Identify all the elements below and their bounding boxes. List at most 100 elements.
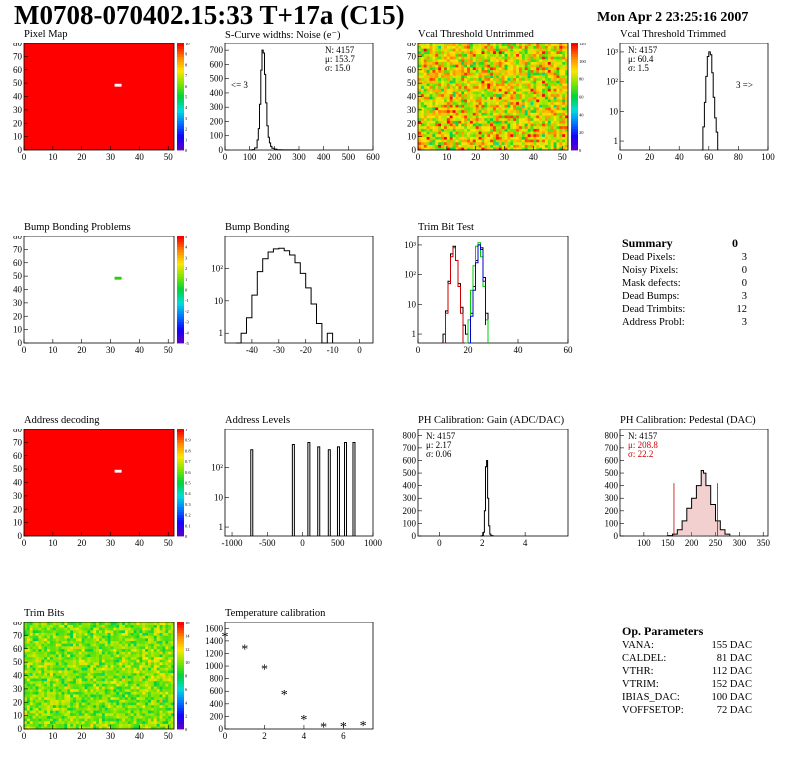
heatmap-cell	[458, 77, 462, 81]
heatmap-cell	[58, 624, 62, 628]
heatmap-cell	[539, 131, 543, 135]
palette-tick-label: 10	[185, 660, 190, 665]
x-tick-label: 20	[77, 538, 87, 548]
heatmap-cell	[504, 80, 508, 84]
heatmap-cell	[507, 133, 511, 137]
heatmap-cell	[542, 67, 546, 71]
heatmap-cell	[122, 707, 126, 711]
heatmap-cell	[553, 115, 557, 119]
heatmap-cell	[124, 659, 129, 663]
heatmap-cell	[539, 61, 543, 65]
heatmap-cell	[145, 651, 149, 655]
heatmap-cell	[84, 632, 88, 636]
heatmap-cell	[38, 643, 42, 647]
heatmap-cell	[78, 622, 82, 625]
heatmap-cell	[38, 630, 42, 633]
heatmap-cell	[44, 622, 48, 625]
heatmap-cell	[81, 646, 85, 650]
heatmap-cell	[536, 45, 540, 49]
heatmap-cell	[38, 622, 42, 625]
y-tick-label: 60	[13, 258, 23, 268]
heatmap-cell	[429, 133, 433, 137]
heatmap-cell	[562, 61, 566, 65]
heatmap-cell	[87, 627, 91, 631]
heatmap-cell	[70, 622, 74, 625]
heatmap-cell	[75, 635, 80, 639]
heatmap-cell	[55, 646, 59, 650]
heatmap-cell	[136, 688, 140, 692]
heatmap-cell	[418, 112, 422, 116]
heatmap-cell	[113, 648, 117, 652]
heatmap-cell	[41, 704, 45, 708]
heatmap-cell	[484, 147, 488, 151]
heatmap-cell	[168, 630, 172, 633]
heatmap-cell	[35, 654, 39, 658]
plot-frame	[619, 43, 769, 151]
heatmap-cell	[58, 632, 62, 636]
heatmap-cell	[87, 686, 91, 690]
heatmap-cell	[420, 120, 425, 124]
heatmap-cell	[122, 683, 126, 687]
heatmap-cell	[90, 686, 94, 690]
heatmap-cell	[559, 147, 563, 151]
palette-step	[177, 664, 184, 668]
heatmap-cell	[547, 144, 551, 148]
heatmap-cell	[93, 723, 97, 727]
heatmap-cell	[168, 640, 172, 644]
panel-trim-bit-test: Trim Bit Test 0 20 40 60 1 10 10² 10³	[394, 222, 604, 369]
heatmap-cell	[504, 117, 508, 121]
heatmap-cell	[130, 694, 134, 698]
heatmap-cell	[435, 115, 439, 119]
heatmap-cell	[484, 83, 488, 87]
y-tick-label: 50	[13, 464, 23, 474]
heatmap-cell	[32, 635, 36, 639]
heatmap-cell	[429, 109, 433, 113]
heatmap-cell	[119, 683, 123, 687]
heatmap-cell	[524, 85, 528, 89]
heatmap-cell	[61, 667, 65, 671]
heatmap-cell	[107, 694, 111, 698]
heatmap-cell	[96, 635, 100, 639]
heatmap-cell	[452, 101, 456, 105]
heatmap-cell	[542, 147, 546, 151]
heatmap-cell	[122, 688, 126, 692]
heatmap-cell	[556, 72, 560, 76]
heatmap-cell	[52, 704, 57, 708]
table-row-label: VTHR:	[622, 666, 654, 677]
heatmap-cell	[449, 131, 453, 135]
heatmap-cell	[38, 638, 42, 642]
heatmap-cell	[542, 131, 546, 135]
heatmap-cell	[443, 117, 448, 121]
heatmap-cell	[478, 85, 482, 89]
heatmap-cell	[58, 712, 62, 716]
heatmap-cell	[452, 147, 456, 151]
panel-bump-problems: Bump Bonding Problems -5 -4 -3 -2 -1 0 1 2 3 4 5 0 10…	[0, 222, 210, 369]
heatmap-cell	[493, 133, 497, 137]
heatmap-cell	[61, 664, 65, 668]
heatmap-cell	[565, 48, 569, 52]
heatmap-cell	[136, 622, 140, 625]
heatmap-cell	[61, 624, 65, 628]
heatmap-cell	[150, 640, 155, 644]
heatmap-cell	[449, 141, 453, 145]
heatmap-cell	[52, 720, 57, 724]
heatmap-cell	[556, 147, 560, 151]
heatmap-cell	[81, 672, 85, 676]
heatmap-cell	[518, 88, 523, 92]
heatmap-cell	[101, 664, 106, 668]
heatmap-cell	[44, 640, 48, 644]
heatmap-cell	[90, 720, 94, 724]
heatmap-cell	[84, 648, 88, 652]
heatmap-cell	[29, 710, 33, 714]
heatmap-cell	[423, 120, 427, 124]
heatmap-cell	[130, 638, 134, 642]
heatmap-cell	[469, 80, 474, 84]
heatmap-cell	[156, 683, 160, 687]
heatmap-cell	[487, 48, 491, 52]
heatmap-cell	[87, 635, 91, 639]
heatmap-cell	[64, 622, 68, 625]
heatmap-cell	[507, 48, 511, 52]
heatmap-cell	[484, 125, 488, 129]
heatmap-cell	[87, 683, 91, 687]
heatmap-cell	[35, 688, 39, 692]
